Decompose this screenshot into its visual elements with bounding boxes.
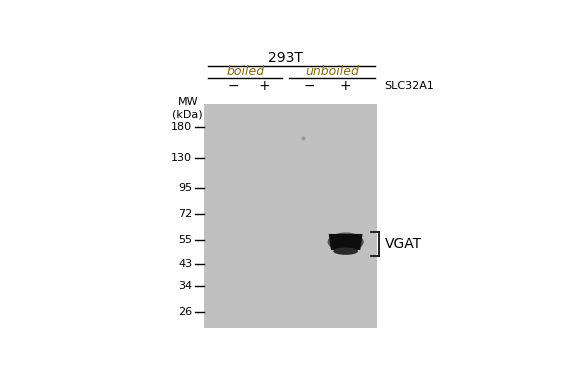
Text: +: + xyxy=(340,79,352,93)
Text: 293T: 293T xyxy=(268,51,303,65)
Text: unboiled: unboiled xyxy=(305,65,359,78)
Text: 180: 180 xyxy=(171,122,192,132)
Text: (kDa): (kDa) xyxy=(172,110,203,120)
Bar xyxy=(204,104,377,328)
Text: boiled: boiled xyxy=(226,65,264,78)
Text: −: − xyxy=(304,79,315,93)
Text: SLC32A1: SLC32A1 xyxy=(384,81,434,90)
Text: +: + xyxy=(258,79,270,93)
Text: MW: MW xyxy=(178,97,198,107)
Text: −: − xyxy=(227,79,239,93)
Text: 95: 95 xyxy=(178,183,192,193)
Text: 34: 34 xyxy=(178,281,192,291)
Text: 72: 72 xyxy=(178,209,192,220)
Polygon shape xyxy=(329,234,363,250)
Text: 43: 43 xyxy=(178,259,192,269)
Text: 55: 55 xyxy=(178,235,192,245)
Text: 26: 26 xyxy=(178,307,192,317)
Text: 130: 130 xyxy=(171,153,192,163)
Ellipse shape xyxy=(333,248,358,255)
Ellipse shape xyxy=(328,232,364,251)
Text: VGAT: VGAT xyxy=(385,237,422,251)
Point xyxy=(298,135,307,141)
